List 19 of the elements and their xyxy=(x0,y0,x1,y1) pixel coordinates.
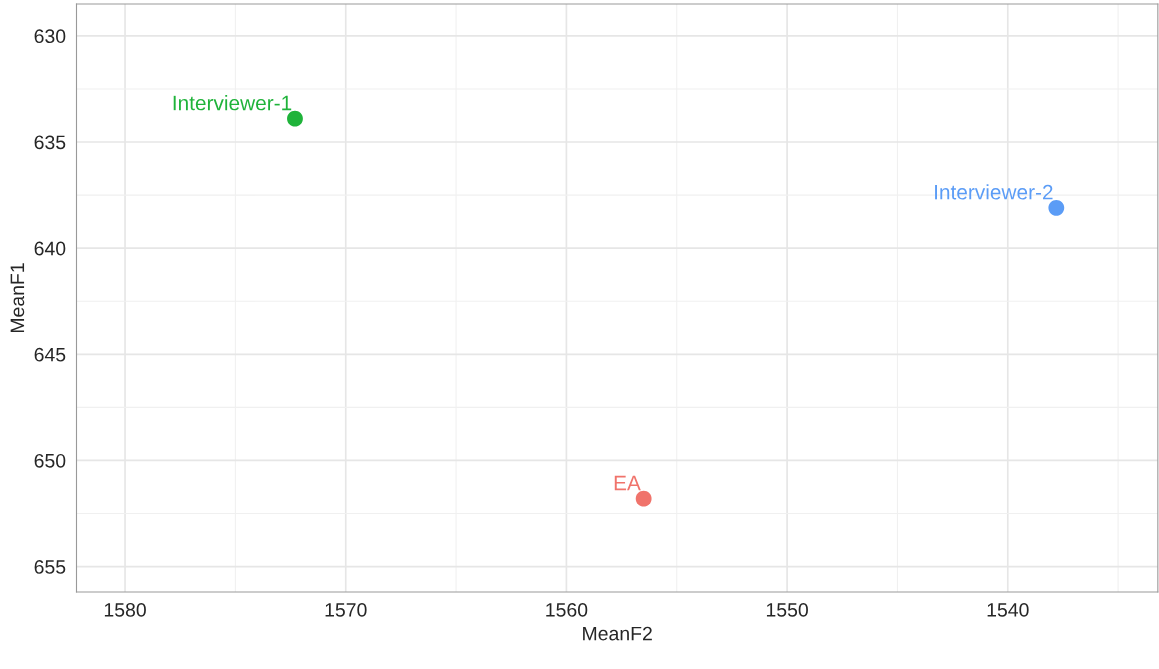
x-tick-label: 1550 xyxy=(766,603,808,617)
y-tick-label: 635 xyxy=(34,135,66,150)
x-tick-label: 1580 xyxy=(104,603,146,617)
y-tick-label: 650 xyxy=(34,453,66,468)
y-tick-label: 630 xyxy=(34,29,66,44)
series-label: EA xyxy=(614,475,641,491)
point xyxy=(1048,199,1065,216)
series-label: Interviewer-2 xyxy=(935,184,1053,200)
point xyxy=(635,490,652,507)
x-tick-label: 1540 xyxy=(987,603,1029,617)
y-tick-label: 640 xyxy=(34,241,66,256)
x-tick-label: 1570 xyxy=(325,603,367,617)
series-label: Interviewer-1 xyxy=(173,95,292,111)
y-axis-title: MeanF1 xyxy=(10,263,25,333)
y-tick-label: 655 xyxy=(34,560,66,574)
x-axis-title: MeanF2 xyxy=(583,626,652,641)
x-tick-label: 1560 xyxy=(546,603,588,617)
y-tick-label: 645 xyxy=(34,347,66,362)
point xyxy=(287,110,303,127)
